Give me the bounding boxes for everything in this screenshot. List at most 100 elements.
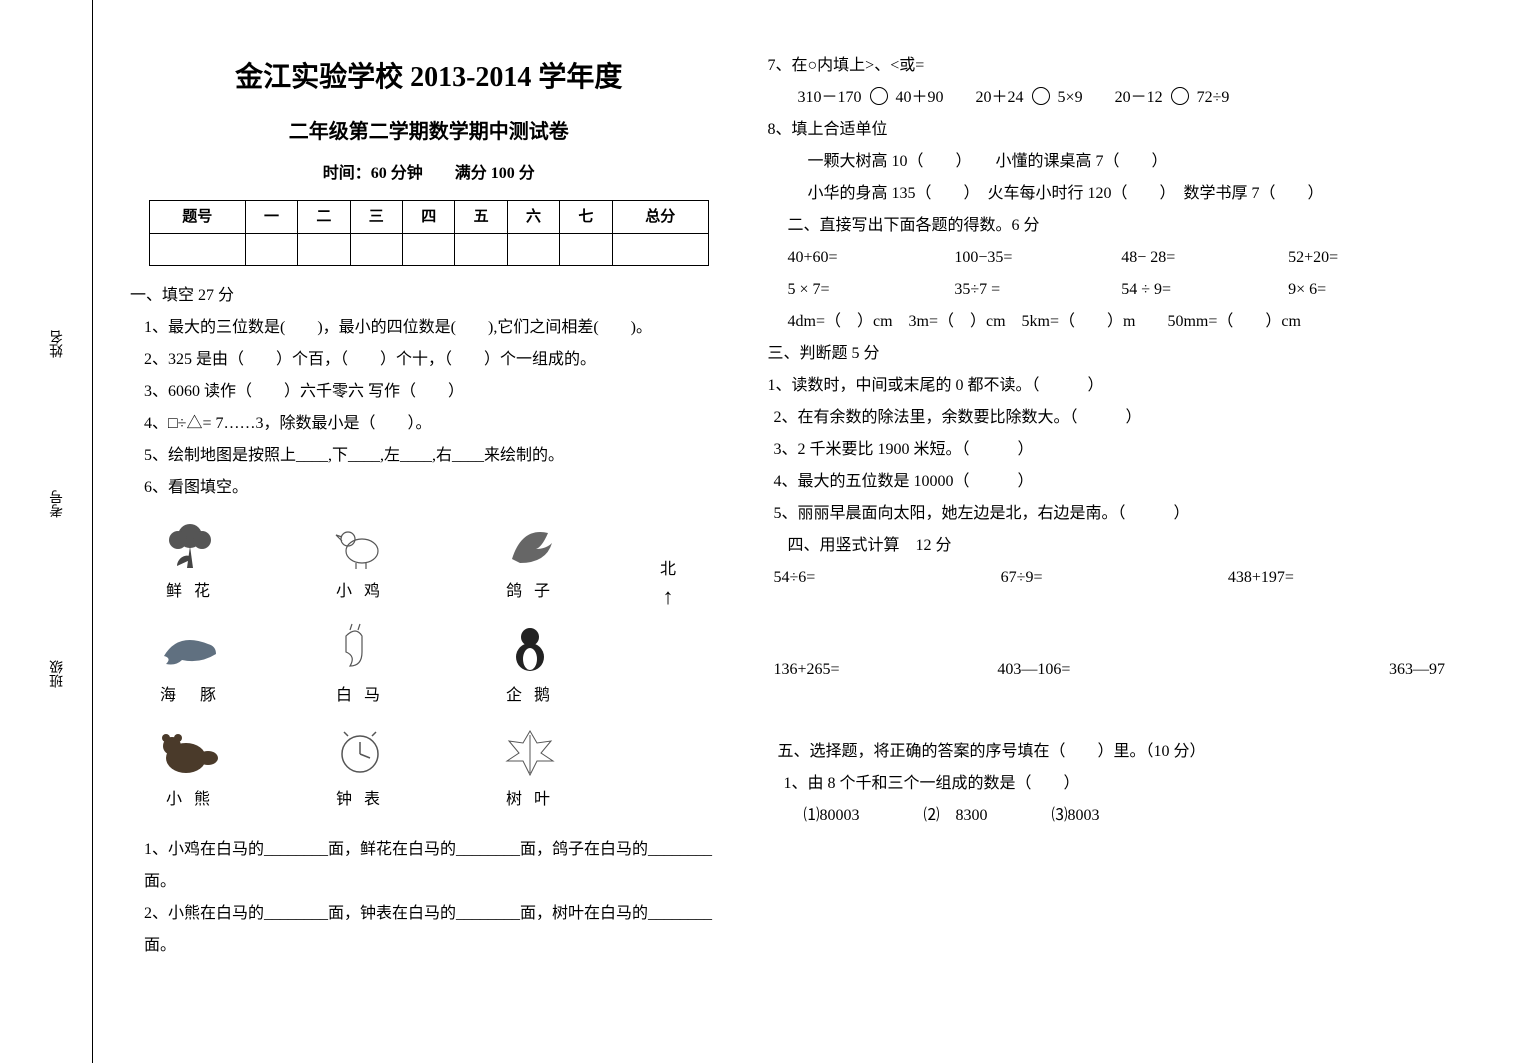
q6-fill1: 1、小鸡在白马的________面，鲜花在白马的________面，鸽子在白马的… bbox=[130, 834, 728, 898]
q7b: 40＋90 bbox=[896, 89, 944, 106]
score-blank-row bbox=[149, 234, 708, 266]
q6: 6、看图填空。 bbox=[130, 472, 728, 504]
compare-circle-icon bbox=[1032, 87, 1050, 105]
score-table: 题号 一 二 三 四 五 六 七 总分 bbox=[149, 200, 709, 266]
section2-title: 二、直接写出下面各题的得数。6 分 bbox=[768, 210, 1456, 242]
q7e: 20－12 bbox=[1115, 89, 1163, 106]
q7d: 5×9 bbox=[1058, 89, 1083, 106]
s2r2-1: 35÷7 = bbox=[954, 274, 1121, 306]
pic-row-1: 鲜 花 小 鸡 鸽 子 北 ↑ bbox=[150, 518, 728, 608]
q4: 4、□÷△= 7……3，除数最小是（ ）。 bbox=[130, 408, 728, 440]
q7-row: 310－170 40＋90 20＋24 5×9 20－12 72÷9 bbox=[768, 82, 1456, 114]
q7f: 72÷9 bbox=[1197, 89, 1230, 106]
q5: 5、绘制地图是按照上____,下____,左____,右____来绘制的。 bbox=[130, 440, 728, 472]
s2r1-3: 52+20= bbox=[1288, 242, 1455, 274]
right-column: 7、在○内填上>、<或= 310－170 40＋90 20＋24 5×9 20－… bbox=[768, 0, 1535, 1063]
s4r2-2: 363—97 bbox=[1221, 654, 1455, 686]
s4r1-2: 438+197= bbox=[1228, 562, 1455, 594]
score-h8: 总分 bbox=[612, 201, 708, 234]
s2-row3: 4dm=（ ）cm 3m=（ ）cm 5km=（ ）m 50mm=（ ）cm bbox=[768, 306, 1456, 338]
pic-goose: 企 鹅 bbox=[490, 622, 570, 712]
c1-options: ⑴80003 ⑵ 8300 ⑶8003 bbox=[768, 800, 1456, 832]
school-title: 金江实验学校 2013-2014 学年度 bbox=[130, 50, 728, 106]
score-h2: 二 bbox=[298, 201, 350, 234]
horse-icon bbox=[328, 622, 392, 676]
score-h6: 六 bbox=[507, 201, 559, 234]
s2r1-1: 100−35= bbox=[954, 242, 1121, 274]
s4r2-0: 136+265= bbox=[774, 654, 998, 686]
goose-icon bbox=[498, 622, 562, 676]
score-h3: 三 bbox=[350, 201, 402, 234]
s4r2-1: 403—106= bbox=[997, 654, 1221, 686]
pic-dolphin: 海 豚 bbox=[150, 622, 230, 712]
goose-label: 企 鹅 bbox=[490, 680, 570, 712]
section4-title: 四、用竖式计算 12 分 bbox=[768, 530, 1456, 562]
pigeon-label: 鸽 子 bbox=[490, 576, 570, 608]
work-space bbox=[768, 686, 1456, 736]
s2-row1: 40+60= 100−35= 48− 28= 52+20= bbox=[768, 242, 1456, 274]
north-label: 北 bbox=[660, 554, 676, 586]
pic-clock: 钟 表 bbox=[320, 726, 400, 816]
s4-row2: 136+265= 403—106= 363—97 bbox=[768, 654, 1456, 686]
score-h5: 五 bbox=[455, 201, 507, 234]
clock-icon bbox=[328, 726, 392, 780]
score-header-row: 题号 一 二 三 四 五 六 七 总分 bbox=[149, 201, 708, 234]
score-h0: 题号 bbox=[149, 201, 245, 234]
q8b: 小华的身高 135（ ） 火车每小时行 120（ ） 数学书厚 7（ ） bbox=[768, 178, 1456, 210]
j3: 3、2 千米要比 1900 米短。（ ） bbox=[768, 434, 1456, 466]
s4r1-1: 67÷9= bbox=[1001, 562, 1228, 594]
score-h7: 七 bbox=[560, 201, 612, 234]
s2r1-2: 48− 28= bbox=[1121, 242, 1288, 274]
pic-flower: 鲜 花 bbox=[150, 518, 230, 608]
q7a: 310－170 bbox=[798, 89, 862, 106]
q1: 1、最大的三位数是( )，最小的四位数是( ),它们之间相差( )。 bbox=[130, 312, 728, 344]
score-h4: 四 bbox=[403, 201, 455, 234]
clock-label: 钟 表 bbox=[320, 784, 400, 816]
q7-title: 7、在○内填上>、<或= bbox=[768, 50, 1456, 82]
dolphin-label: 海 豚 bbox=[150, 680, 230, 712]
section5-title: 五、选择题，将正确的答案的序号填在（ ）里。（10 分） bbox=[768, 736, 1456, 768]
section1-title: 一、填空 27 分 bbox=[130, 280, 728, 312]
pic-row-2: 海 豚 白 马 企 鹅 bbox=[150, 622, 728, 712]
pic-chick: 小 鸡 bbox=[320, 518, 400, 608]
q6-fill2: 2、小熊在白马的________面，钟表在白马的________面，树叶在白马的… bbox=[130, 898, 728, 962]
chick-icon bbox=[328, 518, 392, 572]
pic-row-3: 小 熊 钟 表 树 叶 bbox=[150, 726, 728, 816]
q2: 2、325 是由（ ）个百，（ ）个十，（ ）个一组成的。 bbox=[130, 344, 728, 376]
compare-circle-icon bbox=[870, 87, 888, 105]
s2r2-2: 54 ÷ 9= bbox=[1121, 274, 1288, 306]
pic-horse: 白 马 bbox=[320, 622, 400, 712]
s4r1-0: 54÷6= bbox=[774, 562, 1001, 594]
s2r2-0: 5 × 7= bbox=[788, 274, 955, 306]
bear-icon bbox=[158, 726, 222, 780]
c1: 1、由 8 个千和三个一组成的数是（ ） bbox=[768, 768, 1456, 800]
pic-pigeon: 鸽 子 bbox=[490, 518, 570, 608]
compare-circle-icon bbox=[1171, 87, 1189, 105]
horse-label: 白 马 bbox=[320, 680, 400, 712]
chick-label: 小 鸡 bbox=[320, 576, 400, 608]
pic-leaf: 树 叶 bbox=[490, 726, 570, 816]
paper-subtitle: 二年级第二学期数学期中测试卷 bbox=[130, 112, 728, 152]
dolphin-icon bbox=[158, 622, 222, 676]
pic-bear: 小 熊 bbox=[150, 726, 230, 816]
bear-label: 小 熊 bbox=[150, 784, 230, 816]
work-space bbox=[768, 594, 1456, 654]
q8-title: 8、填上合适单位 bbox=[768, 114, 1456, 146]
left-column: 金江实验学校 2013-2014 学年度 二年级第二学期数学期中测试卷 时间：6… bbox=[0, 0, 768, 1063]
j2: 2、在有余数的除法里，余数要比除数大。（ ） bbox=[768, 402, 1456, 434]
pigeon-icon bbox=[498, 518, 562, 572]
leaf-label: 树 叶 bbox=[490, 784, 570, 816]
j4: 4、最大的五位数是 10000（ ） bbox=[768, 466, 1456, 498]
north-indicator: 北 ↑ bbox=[660, 554, 676, 608]
j5: 5、丽丽早晨面向太阳，她左边是北，右边是南。（ ） bbox=[768, 498, 1456, 530]
north-arrow-icon: ↑ bbox=[663, 586, 674, 608]
timing-line: 时间：60 分钟 满分 100 分 bbox=[130, 158, 728, 190]
page: 金江实验学校 2013-2014 学年度 二年级第二学期数学期中测试卷 时间：6… bbox=[0, 0, 1535, 1063]
q7c: 20＋24 bbox=[976, 89, 1024, 106]
flower-label: 鲜 花 bbox=[150, 576, 230, 608]
section3-title: 三、判断题 5 分 bbox=[768, 338, 1456, 370]
s2r2-3: 9× 6= bbox=[1288, 274, 1455, 306]
q3: 3、6060 读作（ ）六千零六 写作（ ） bbox=[130, 376, 728, 408]
leaf-icon bbox=[498, 726, 562, 780]
s4-row1: 54÷6= 67÷9= 438+197= bbox=[768, 562, 1456, 594]
